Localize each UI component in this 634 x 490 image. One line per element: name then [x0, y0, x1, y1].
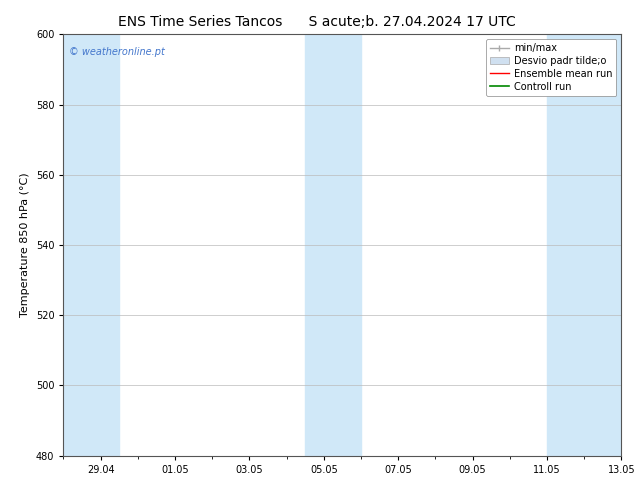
Legend: min/max, Desvio padr tilde;o, Ensemble mean run, Controll run: min/max, Desvio padr tilde;o, Ensemble m…: [486, 39, 616, 96]
Text: ENS Time Series Tancos      S acute;b. 27.04.2024 17 UTC: ENS Time Series Tancos S acute;b. 27.04.…: [118, 15, 516, 29]
Bar: [63, 34, 119, 456]
Text: © weatheronline.pt: © weatheronline.pt: [69, 47, 165, 57]
Bar: [547, 34, 621, 456]
Bar: [305, 34, 361, 456]
Y-axis label: Temperature 850 hPa (°C): Temperature 850 hPa (°C): [20, 172, 30, 318]
